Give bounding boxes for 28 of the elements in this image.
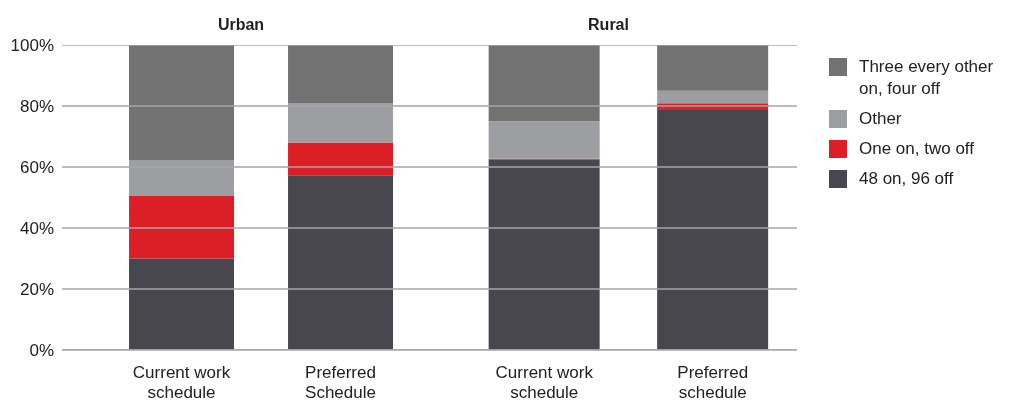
- bar: [288, 175, 394, 350]
- bar: [288, 45, 394, 104]
- bar: [657, 90, 769, 104]
- x-tick-label: Preferred schedule: [677, 363, 749, 402]
- bar: [129, 258, 235, 350]
- y-tick-label: 100%: [10, 36, 54, 56]
- y-tick-label: 60%: [19, 158, 54, 178]
- x-tick-label: Current work schedule: [132, 363, 231, 402]
- bar: [488, 45, 600, 122]
- chart-title: Rural: [587, 16, 630, 34]
- legend-label: Three every other on, four off: [859, 56, 995, 100]
- legend-label: 48 on, 96 off: [859, 168, 954, 190]
- bar: [129, 195, 235, 259]
- y-tick-label: 0%: [29, 341, 54, 361]
- y-tick-label: 20%: [19, 280, 54, 300]
- bar: [488, 121, 600, 159]
- bar: [488, 159, 600, 350]
- legend-label: Other: [859, 108, 902, 130]
- bar: [657, 109, 769, 350]
- legend-label: One on, two off: [859, 138, 974, 160]
- x-tick-label: Current work schedule: [495, 363, 594, 402]
- y-tick-label: 40%: [19, 219, 54, 239]
- chart-title: Urban: [216, 16, 266, 34]
- bar: [657, 45, 769, 91]
- bar: [129, 45, 235, 160]
- bar: [288, 142, 394, 176]
- y-tick-label: 80%: [19, 97, 54, 117]
- x-tick-label: Preferred Schedule: [305, 363, 376, 402]
